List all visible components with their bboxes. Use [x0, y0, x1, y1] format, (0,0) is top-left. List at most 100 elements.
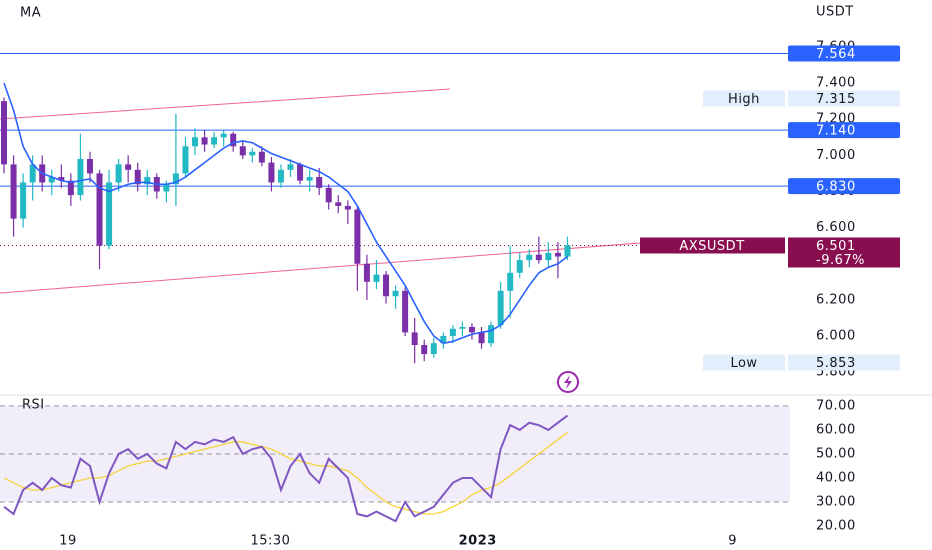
y-tick-label: 7.000	[816, 148, 856, 163]
x-tick-label: 2023	[459, 534, 497, 549]
last-change: -9.67%	[816, 253, 865, 268]
y-tick-label: 60.00	[816, 422, 856, 437]
level-label: 7.140	[816, 124, 856, 139]
candle-body	[564, 245, 571, 257]
candle-body	[535, 254, 542, 261]
high-name: High	[728, 92, 760, 107]
candle-body	[468, 326, 475, 333]
candle-body	[67, 180, 74, 196]
candle-body	[48, 177, 55, 183]
level-label: 7.564	[816, 47, 856, 62]
high-name-box	[703, 90, 785, 107]
candle-body	[96, 173, 103, 246]
candle-body	[459, 326, 466, 329]
candle-body	[421, 345, 428, 355]
x-tick-label: 9	[728, 534, 737, 549]
candle-body	[373, 274, 380, 282]
y-tick-label: 50.00	[816, 446, 856, 461]
candle-body	[516, 260, 523, 273]
low-value: 5.853	[816, 356, 856, 371]
candle-body	[29, 164, 36, 183]
candle-body	[20, 182, 27, 219]
candle-body	[106, 182, 113, 246]
candle-body	[134, 169, 141, 185]
pane-title: RSI	[22, 398, 45, 413]
level-label-box	[788, 122, 900, 139]
candle-body	[440, 336, 447, 344]
candle-body	[172, 173, 179, 185]
candle-body	[258, 151, 265, 163]
high-value: 7.315	[816, 92, 856, 107]
x-tick-label: 19	[59, 534, 77, 549]
alert-icon[interactable]	[557, 371, 579, 393]
candle-body	[430, 343, 437, 355]
y-tick-label: 40.00	[816, 470, 856, 485]
candle-body	[306, 177, 313, 181]
candle-body	[277, 169, 284, 183]
candle-body	[526, 254, 533, 261]
y-tick-label: 6.200	[816, 292, 856, 307]
candle-body	[449, 328, 456, 336]
level-label-box	[788, 178, 900, 195]
x-tick-label: 15:30	[250, 534, 290, 549]
icon-bolt[interactable]	[564, 375, 572, 389]
candle-body	[287, 164, 294, 170]
last-value-box	[788, 237, 900, 268]
pane-title: MA	[20, 6, 41, 21]
high-value-box	[788, 90, 900, 107]
trend-line	[0, 242, 641, 294]
candle-body	[115, 164, 122, 183]
candle-body	[297, 164, 304, 181]
candle-body	[144, 177, 151, 185]
candle-body	[10, 164, 17, 219]
candle-body	[354, 209, 361, 264]
y-tick-label: 6.000	[816, 329, 856, 344]
candle-body	[163, 184, 170, 192]
candle-body	[478, 332, 485, 344]
low-value-box	[788, 354, 900, 371]
candle-body	[268, 162, 275, 183]
candle-body	[239, 146, 246, 156]
y-tick-label: 70.00	[816, 398, 856, 413]
candle-body	[86, 158, 93, 174]
y-tick-label: 30.00	[816, 494, 856, 509]
candle-body	[125, 164, 132, 170]
candle-body	[383, 274, 390, 297]
candle-body	[192, 137, 199, 147]
candle-body	[249, 151, 256, 156]
candle-body	[545, 252, 552, 261]
level-label-box	[788, 45, 900, 62]
candle-body	[201, 137, 208, 145]
candle-body	[335, 202, 342, 206]
candle-body	[58, 177, 65, 181]
y-tick-label: 7.400	[816, 76, 856, 91]
candle-body	[211, 137, 218, 145]
rsi-line	[3, 414, 569, 523]
last-value: 6.501	[816, 239, 856, 254]
level-label: 6.830	[816, 180, 856, 195]
trend-line	[0, 88, 451, 120]
candle-body	[316, 177, 323, 188]
y-tick-label: 20.00	[816, 518, 856, 533]
candle-body	[497, 290, 504, 326]
ma-line	[3, 82, 568, 345]
candle-body	[344, 205, 351, 210]
candle-body	[230, 133, 237, 147]
candle-body	[507, 272, 514, 291]
candle-body	[1, 101, 8, 165]
candle-body	[554, 252, 561, 257]
last-name: AXSUSDT	[679, 239, 744, 254]
unit-label: USDT	[816, 5, 854, 20]
y-tick-label: 6.600	[816, 220, 856, 235]
candle-body	[363, 263, 370, 282]
candle-body	[402, 290, 409, 333]
low-name: Low	[730, 356, 757, 371]
candle-body	[182, 146, 189, 174]
rsi-line	[3, 431, 568, 515]
candle-body	[325, 187, 332, 203]
candle-body	[411, 332, 418, 346]
candle-body	[77, 158, 84, 196]
last-name-box	[640, 237, 785, 254]
candle-body	[488, 325, 495, 344]
